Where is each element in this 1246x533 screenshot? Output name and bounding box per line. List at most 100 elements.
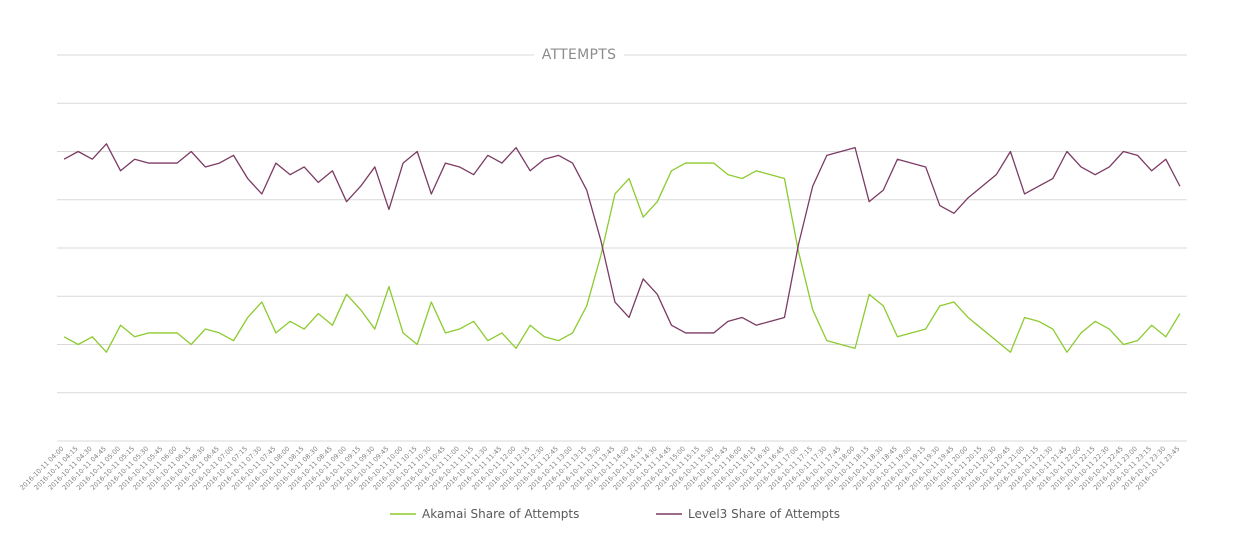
data-point-akamai-share-of-attempts bbox=[500, 331, 503, 334]
data-point-akamai-share-of-attempts bbox=[981, 327, 984, 330]
data-point-akamai-share-of-attempts bbox=[755, 169, 758, 172]
data-point-akamai-share-of-attempts bbox=[359, 308, 362, 311]
data-point-akamai-share-of-attempts bbox=[119, 324, 122, 327]
data-point-akamai-share-of-attempts bbox=[147, 331, 150, 334]
data-point-akamai-share-of-attempts bbox=[161, 331, 164, 334]
data-point-level3-share-of-attempts bbox=[627, 316, 630, 319]
data-point-level3-share-of-attempts bbox=[684, 331, 687, 334]
data-point-level3-share-of-attempts bbox=[1037, 185, 1040, 188]
data-point-akamai-share-of-attempts bbox=[458, 327, 461, 330]
legend-item-level3: Level3 Share of Attempts bbox=[656, 507, 840, 521]
data-point-akamai-share-of-attempts bbox=[938, 304, 941, 307]
data-point-akamai-share-of-attempts bbox=[868, 293, 871, 296]
data-point-level3-share-of-attempts bbox=[161, 161, 164, 164]
data-point-akamai-share-of-attempts bbox=[924, 327, 927, 330]
data-point-level3-share-of-attempts bbox=[896, 158, 899, 161]
data-point-level3-share-of-attempts bbox=[190, 150, 193, 153]
data-point-level3-share-of-attempts bbox=[910, 161, 913, 164]
data-point-akamai-share-of-attempts bbox=[246, 316, 249, 319]
data-point-akamai-share-of-attempts bbox=[656, 200, 659, 203]
data-point-akamai-share-of-attempts bbox=[769, 173, 772, 176]
data-point-akamai-share-of-attempts bbox=[543, 335, 546, 338]
data-point-level3-share-of-attempts bbox=[260, 192, 263, 195]
data-point-akamai-share-of-attempts bbox=[839, 343, 842, 346]
data-point-akamai-share-of-attempts bbox=[1051, 327, 1054, 330]
data-point-level3-share-of-attempts bbox=[1009, 150, 1012, 153]
data-point-level3-share-of-attempts bbox=[401, 161, 404, 164]
data-point-level3-share-of-attempts bbox=[529, 169, 532, 172]
data-point-level3-share-of-attempts bbox=[755, 324, 758, 327]
data-point-level3-share-of-attempts bbox=[62, 158, 65, 161]
data-point-level3-share-of-attempts bbox=[288, 173, 291, 176]
data-point-level3-share-of-attempts bbox=[359, 185, 362, 188]
data-point-level3-share-of-attempts bbox=[825, 154, 828, 157]
data-point-level3-share-of-attempts bbox=[882, 189, 885, 192]
data-point-level3-share-of-attempts bbox=[839, 150, 842, 153]
data-point-level3-share-of-attempts bbox=[642, 277, 645, 280]
data-point-akamai-share-of-attempts bbox=[175, 331, 178, 334]
gridlines bbox=[57, 54, 1187, 442]
data-point-level3-share-of-attempts bbox=[133, 158, 136, 161]
data-point-level3-share-of-attempts bbox=[218, 161, 221, 164]
data-point-level3-share-of-attempts bbox=[1079, 165, 1082, 168]
data-point-akamai-share-of-attempts bbox=[274, 331, 277, 334]
data-point-level3-share-of-attempts bbox=[952, 212, 955, 215]
data-point-level3-share-of-attempts bbox=[147, 161, 150, 164]
data-point-akamai-share-of-attempts bbox=[91, 335, 94, 338]
legend-item-akamai: Akamai Share of Attempts bbox=[390, 507, 579, 521]
data-point-level3-share-of-attempts bbox=[1108, 165, 1111, 168]
data-point-akamai-share-of-attempts bbox=[514, 347, 517, 350]
data-point-level3-share-of-attempts bbox=[740, 316, 743, 319]
data-point-akamai-share-of-attempts bbox=[218, 331, 221, 334]
data-point-level3-share-of-attempts bbox=[656, 293, 659, 296]
data-point-level3-share-of-attempts bbox=[472, 173, 475, 176]
data-point-akamai-share-of-attempts bbox=[585, 304, 588, 307]
data-point-level3-share-of-attempts bbox=[981, 185, 984, 188]
data-point-level3-share-of-attempts bbox=[514, 146, 517, 149]
data-point-akamai-share-of-attempts bbox=[105, 351, 108, 354]
data-point-level3-share-of-attempts bbox=[317, 181, 320, 184]
data-point-level3-share-of-attempts bbox=[966, 196, 969, 199]
data-point-akamai-share-of-attempts bbox=[486, 339, 489, 342]
data-point-akamai-share-of-attempts bbox=[740, 177, 743, 180]
data-point-akamai-share-of-attempts bbox=[995, 339, 998, 342]
data-point-akamai-share-of-attempts bbox=[529, 324, 532, 327]
data-point-akamai-share-of-attempts bbox=[387, 285, 390, 288]
data-point-level3-share-of-attempts bbox=[119, 169, 122, 172]
data-point-level3-share-of-attempts bbox=[1150, 169, 1153, 172]
data-point-akamai-share-of-attempts bbox=[910, 331, 913, 334]
data-point-level3-share-of-attempts bbox=[1094, 173, 1097, 176]
data-point-level3-share-of-attempts bbox=[868, 200, 871, 203]
data-point-akamai-share-of-attempts bbox=[599, 254, 602, 257]
data-point-level3-share-of-attempts bbox=[345, 200, 348, 203]
data-point-akamai-share-of-attempts bbox=[345, 293, 348, 296]
data-point-akamai-share-of-attempts bbox=[444, 331, 447, 334]
data-point-akamai-share-of-attempts bbox=[288, 320, 291, 323]
data-point-level3-share-of-attempts bbox=[811, 185, 814, 188]
data-point-level3-share-of-attempts bbox=[924, 165, 927, 168]
data-point-level3-share-of-attempts bbox=[175, 161, 178, 164]
data-point-akamai-share-of-attempts bbox=[1094, 320, 1097, 323]
data-point-level3-share-of-attempts bbox=[783, 316, 786, 319]
data-point-level3-share-of-attempts bbox=[387, 208, 390, 211]
data-point-level3-share-of-attempts bbox=[698, 331, 701, 334]
data-point-level3-share-of-attempts bbox=[1164, 158, 1167, 161]
data-point-akamai-share-of-attempts bbox=[401, 331, 404, 334]
data-point-akamai-share-of-attempts bbox=[670, 169, 673, 172]
data-point-level3-share-of-attempts bbox=[995, 173, 998, 176]
data-point-level3-share-of-attempts bbox=[1122, 150, 1125, 153]
data-point-level3-share-of-attempts bbox=[232, 154, 235, 157]
data-point-level3-share-of-attempts bbox=[416, 150, 419, 153]
data-point-level3-share-of-attempts bbox=[430, 192, 433, 195]
data-point-akamai-share-of-attempts bbox=[1079, 331, 1082, 334]
data-point-level3-share-of-attempts bbox=[486, 154, 489, 157]
legend-label-akamai: Akamai Share of Attempts bbox=[422, 507, 579, 521]
data-point-level3-share-of-attempts bbox=[1178, 185, 1181, 188]
data-point-akamai-share-of-attempts bbox=[62, 335, 65, 338]
data-point-level3-share-of-attempts bbox=[331, 169, 334, 172]
data-point-akamai-share-of-attempts bbox=[1023, 316, 1026, 319]
data-point-akamai-share-of-attempts bbox=[811, 308, 814, 311]
data-point-akamai-share-of-attempts bbox=[1108, 327, 1111, 330]
